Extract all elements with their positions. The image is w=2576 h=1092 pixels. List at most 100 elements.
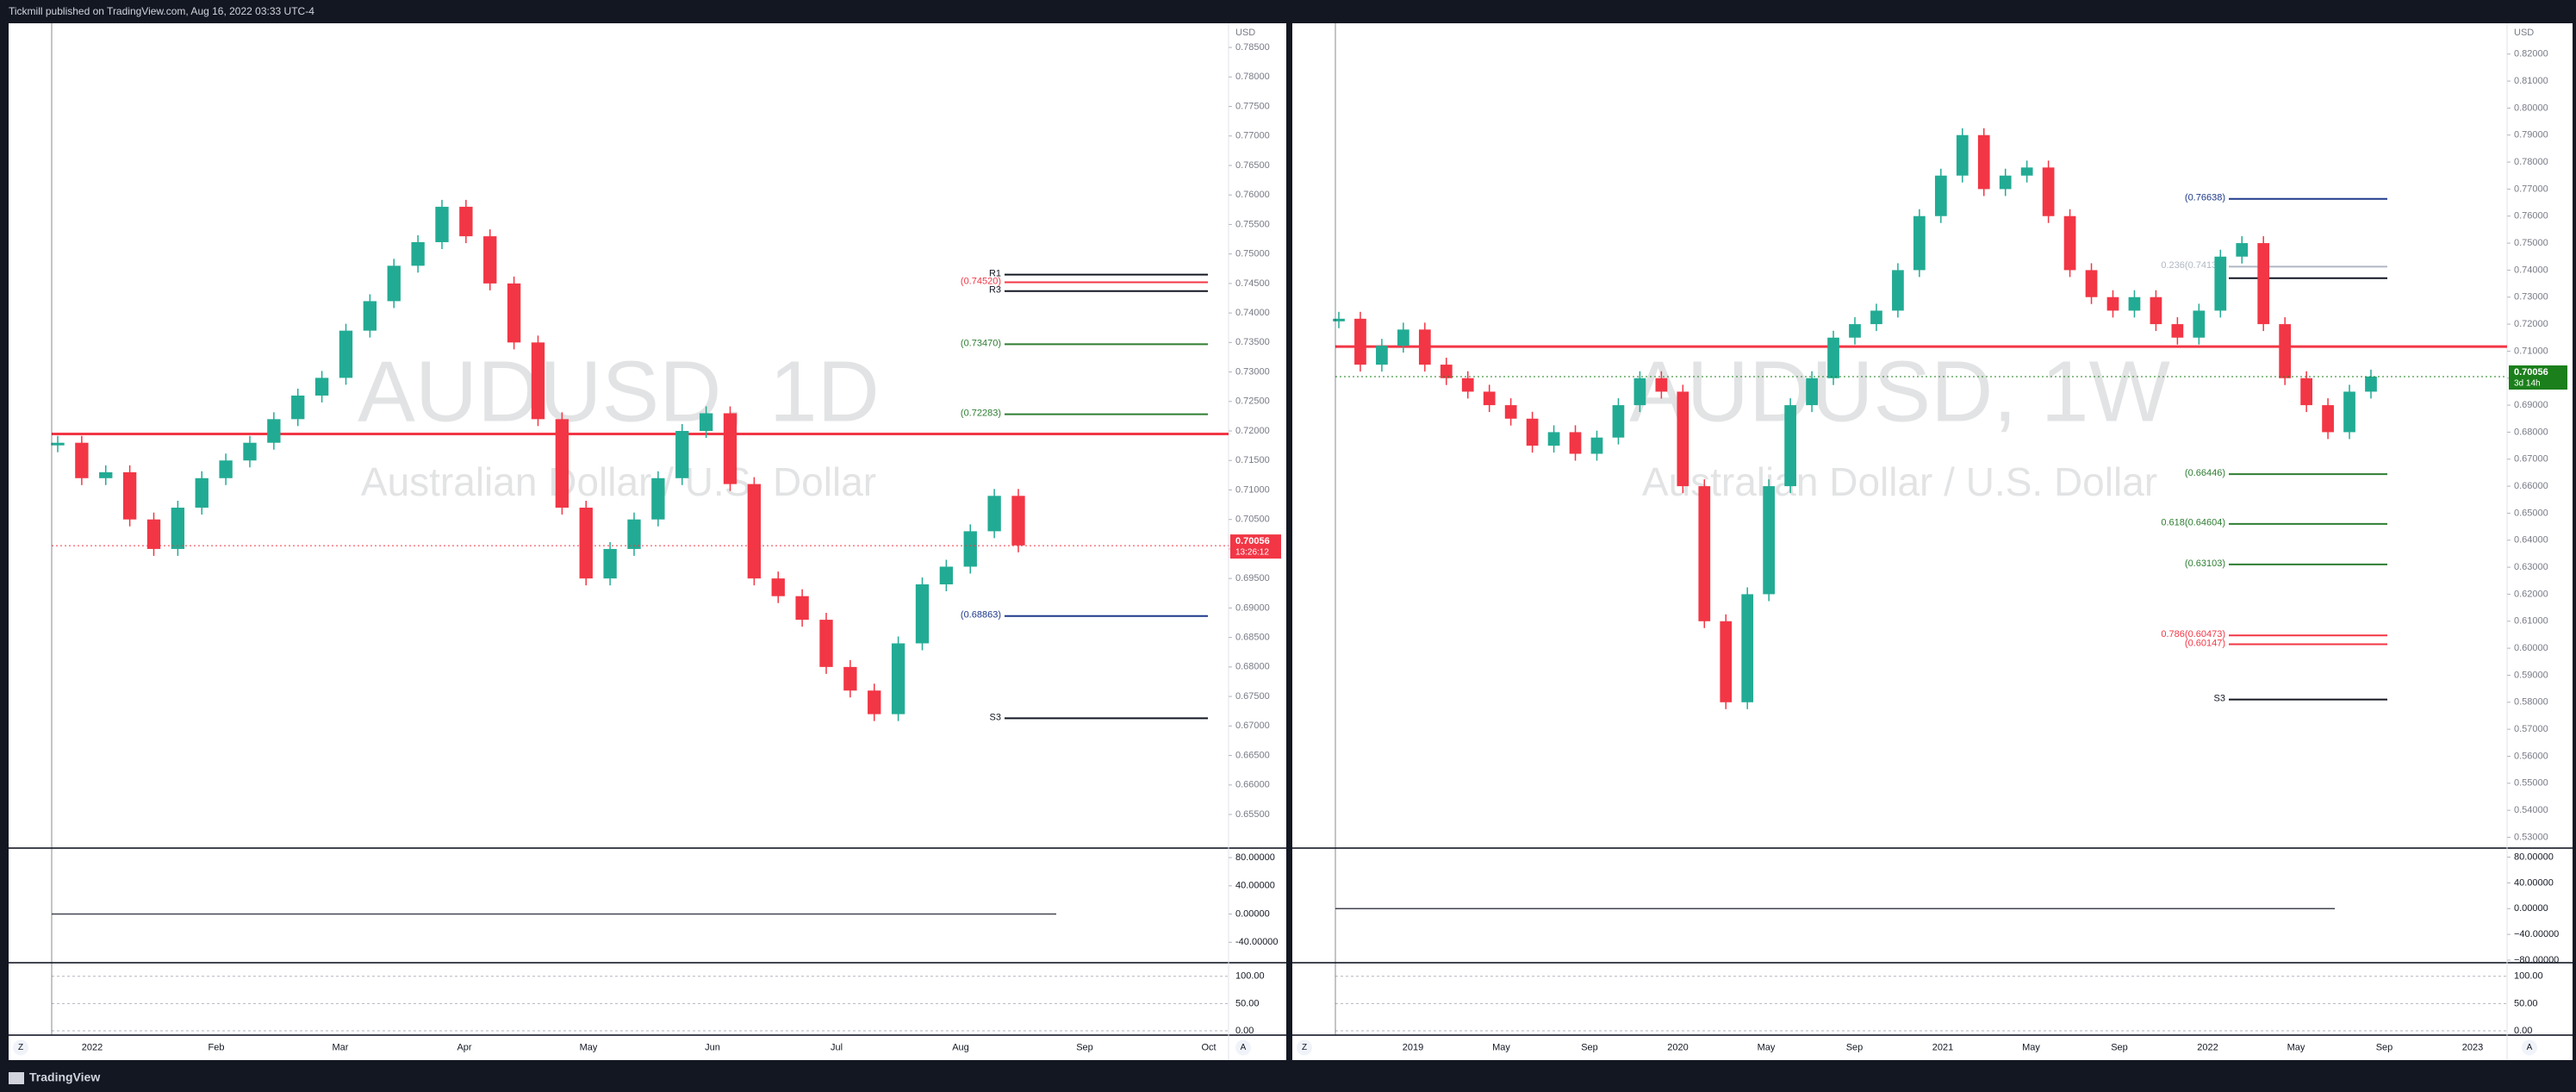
osc-tick-label: −80.00000 — [2514, 955, 2559, 965]
candle — [1956, 134, 1969, 176]
candle — [1376, 346, 1388, 365]
x-tick-label: Sep — [1581, 1042, 1598, 1052]
candle — [1633, 378, 1646, 406]
axis-button[interactable] — [1297, 1039, 1312, 1056]
y-tick-label: 0.71500 — [1235, 455, 1270, 465]
candle — [1590, 437, 1603, 454]
candle — [843, 666, 857, 691]
axis-button[interactable] — [1235, 1039, 1251, 1056]
axis-button-label[interactable]: A — [2527, 1043, 2533, 1052]
candle — [627, 519, 641, 549]
y-tick-label: 0.76500 — [1235, 160, 1270, 171]
candle — [771, 578, 785, 596]
candle — [1547, 432, 1560, 446]
level-label: (0.66446) — [2185, 468, 2225, 478]
candle — [219, 460, 233, 478]
y-tick-label: 0.72000 — [2514, 319, 2548, 329]
candle — [1870, 310, 1882, 325]
candle — [2300, 378, 2312, 406]
candle — [2128, 296, 2141, 311]
axis-button-label[interactable]: Z — [18, 1043, 23, 1052]
y-tick-label: 0.70500 — [1235, 515, 1270, 525]
y-tick-label: 0.75000 — [2514, 238, 2548, 248]
axis-button-label[interactable]: Z — [1302, 1043, 1307, 1052]
y-tick-label: 0.65500 — [1235, 809, 1270, 820]
level-label: (0.63103) — [2185, 558, 2225, 569]
candle — [1655, 378, 1668, 392]
y-tick-label: 0.60000 — [2514, 643, 2548, 653]
brand[interactable]: TradingView — [9, 1070, 100, 1084]
countdown-label: 13:26:12 — [1235, 548, 1269, 558]
y-tick-label: 0.59000 — [2514, 670, 2548, 680]
candle — [1806, 378, 1818, 406]
y-tick-label: 0.54000 — [2514, 805, 2548, 815]
candle — [75, 442, 89, 478]
y-tick-label: 0.75000 — [1235, 249, 1270, 259]
brand-name: TradingView — [29, 1070, 100, 1084]
candle — [1698, 486, 1711, 621]
axis-button-label[interactable]: A — [1241, 1043, 1247, 1052]
chart-panel: AUDUSD, 1W Australian Dollar / U.S. Dolla… — [1292, 23, 2573, 1060]
x-tick-label: Mar — [333, 1042, 349, 1052]
y-tick-label: 0.76000 — [1235, 190, 1270, 200]
axis-button[interactable] — [2522, 1039, 2537, 1056]
y-tick-label: 0.57000 — [2514, 724, 2548, 734]
candle — [1849, 324, 1861, 338]
candle — [1913, 215, 1926, 271]
candle — [2236, 243, 2249, 257]
level-label: (0.72283) — [961, 409, 1001, 419]
y-tick-label: 0.78500 — [1235, 42, 1270, 53]
y-tick-label: 0.58000 — [2514, 697, 2548, 708]
panel-bg — [1292, 23, 2573, 1060]
x-tick-label: 2022 — [82, 1042, 103, 1052]
y-tick-label: 0.53000 — [2514, 832, 2548, 842]
osc-tick-label: 100.00 — [1235, 971, 1265, 982]
y-tick-label: 0.67500 — [1235, 691, 1270, 702]
candle — [1612, 405, 1625, 438]
candle — [1569, 432, 1582, 454]
last-price-label: 0.70056 — [2514, 367, 2548, 378]
x-tick-label: Sep — [1846, 1042, 1864, 1052]
x-tick-label: 2021 — [1932, 1042, 1953, 1052]
candle — [1934, 175, 1947, 216]
y-tick-label: 0.68500 — [1235, 633, 1270, 643]
candle — [314, 378, 329, 396]
y-tick-label: 0.72000 — [1235, 426, 1270, 436]
candle — [723, 413, 737, 484]
axis-button[interactable] — [13, 1039, 28, 1056]
osc-tick-label: 100.00 — [2514, 971, 2543, 982]
candle — [1011, 496, 1025, 546]
y-tick-label: 0.69500 — [1235, 573, 1270, 583]
candle — [1397, 329, 1409, 346]
candle — [2042, 167, 2055, 216]
candle — [2279, 324, 2292, 378]
osc-tick-label: 0.00000 — [1235, 908, 1270, 919]
currency-label: USD — [1235, 28, 1255, 38]
candle — [2365, 376, 2377, 392]
level-label: 0.786(0.60473) — [2161, 629, 2225, 640]
y-tick-label: 0.68000 — [1235, 662, 1270, 672]
level-label: (0.68863) — [961, 610, 1001, 621]
header-text: Tickmill published on TradingView.com, A… — [9, 5, 314, 17]
y-tick-label: 0.62000 — [2514, 589, 2548, 599]
x-tick-label: Oct — [1201, 1042, 1216, 1052]
candle — [531, 342, 545, 420]
candle — [1418, 329, 1431, 365]
currency-label: USD — [2514, 28, 2534, 38]
watermark-subtitle: Australian Dollar / U.S. Dollar — [1642, 459, 2157, 504]
osc-tick-label: 0.00000 — [2514, 903, 2548, 914]
x-tick-label: Aug — [952, 1042, 969, 1052]
candle — [1504, 405, 1517, 419]
y-tick-label: 0.77000 — [1235, 131, 1270, 141]
y-tick-label: 0.78000 — [2514, 157, 2548, 167]
x-tick-label: May — [2022, 1042, 2040, 1052]
last-price-box — [1230, 534, 1281, 559]
candle — [1333, 318, 1345, 321]
candle — [146, 519, 161, 549]
y-tick-label: 0.82000 — [2514, 49, 2548, 59]
y-tick-label: 0.72500 — [1235, 396, 1270, 407]
watermark-title: AUDUSD, 1W — [1629, 343, 2170, 440]
watermark-subtitle: Australian Dollar / U.S. Dollar — [361, 459, 876, 504]
candle — [195, 477, 208, 509]
